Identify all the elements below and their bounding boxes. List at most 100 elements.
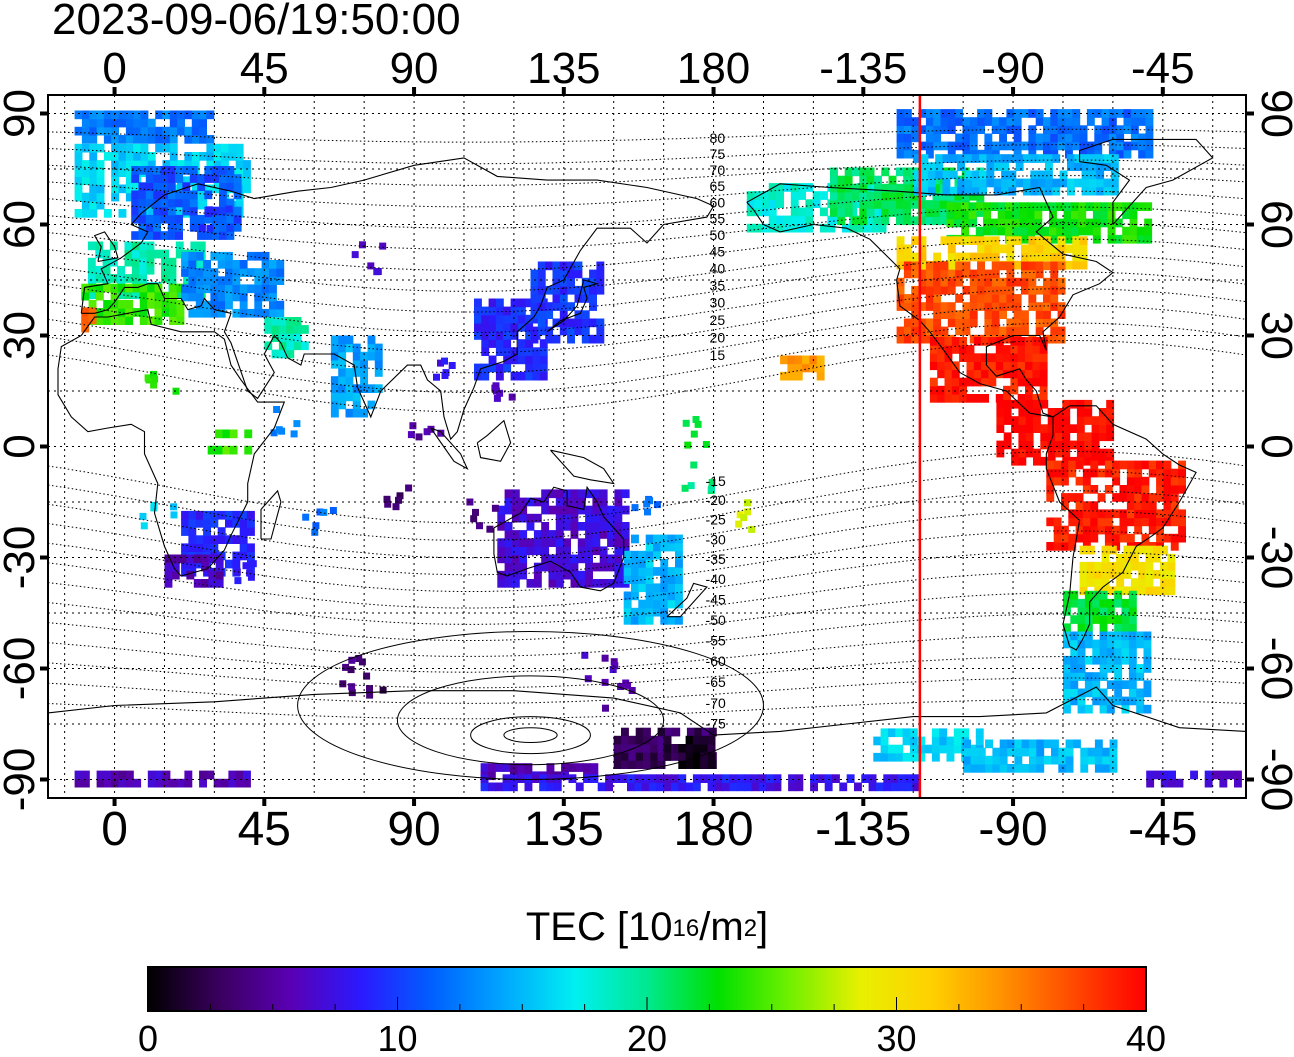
- tec-cell: [345, 408, 354, 418]
- tec-cell: [895, 200, 904, 209]
- tec-cell: [963, 755, 971, 765]
- tec-cell: [89, 135, 98, 144]
- tec-cell: [164, 554, 173, 564]
- tec-cell: [964, 170, 973, 180]
- lon-tick-label-top: 90: [390, 44, 439, 93]
- tec-cell: [918, 236, 927, 245]
- tec-cell: [933, 125, 942, 134]
- tec-cell: [627, 782, 635, 792]
- tec-cell: [162, 778, 171, 788]
- tec-cell: [1032, 394, 1041, 403]
- tec-cell: [269, 276, 277, 285]
- tec-cell: [984, 310, 993, 319]
- tec-cell: [235, 152, 244, 161]
- tec-cell: [1039, 337, 1048, 346]
- tec-cell: [631, 607, 639, 617]
- tec-cell: [1025, 424, 1034, 433]
- tec-cell: [1110, 170, 1119, 180]
- tec-cell: [1108, 117, 1117, 126]
- tec-cell: [111, 110, 120, 120]
- tec-cell: [1062, 424, 1071, 433]
- tec-cell: [1145, 586, 1154, 596]
- tec-cell: [1077, 623, 1086, 633]
- tec-cell: [984, 109, 993, 118]
- tec-cell: [1121, 696, 1130, 706]
- tec-cell: [1035, 310, 1044, 319]
- magnetic-pole-contour: [503, 727, 558, 743]
- lat-lon-grid: [48, 95, 1246, 798]
- tec-cell: [199, 135, 207, 144]
- tec-cell: [1008, 170, 1017, 180]
- tec-cell: [932, 191, 941, 201]
- tec-cell: [125, 135, 134, 144]
- tec-cell: [162, 770, 171, 780]
- tec-cell: [504, 489, 513, 499]
- tec-cell: [269, 308, 277, 318]
- tec-cell: [787, 371, 796, 381]
- tec-cell: [524, 782, 533, 792]
- tec-cell: [991, 326, 1000, 336]
- tec-region: [81, 307, 97, 333]
- tec-cell: [1098, 416, 1107, 425]
- tec-cell: [918, 252, 927, 262]
- tec-cell: [1101, 117, 1110, 126]
- tec-cell: [933, 261, 942, 271]
- tec-cell: [663, 782, 672, 792]
- tec-cell: [634, 782, 643, 792]
- tec-cell: [215, 562, 224, 572]
- tec-cell: [1050, 149, 1059, 159]
- tec-cell: [744, 774, 753, 783]
- tec-cell: [1063, 672, 1071, 681]
- tec-cell: [1057, 125, 1066, 134]
- tec-cell: [895, 183, 904, 193]
- tec-cell: [1028, 277, 1037, 287]
- tec-cell: [175, 241, 184, 251]
- tec-cell: [1096, 178, 1105, 188]
- tec-cell: [1099, 639, 1108, 649]
- tec-cell: [1028, 141, 1037, 151]
- tec-cell: [660, 567, 669, 576]
- tec-cell: [552, 294, 561, 303]
- tec-cell: [338, 343, 347, 353]
- tec-cell: [1025, 337, 1033, 346]
- tec-cell: [979, 186, 987, 196]
- tec-cell: [225, 251, 233, 261]
- tec-cell: [1234, 770, 1242, 780]
- tec-cell: [247, 551, 255, 561]
- tec-cell: [1068, 533, 1077, 543]
- magnetic-latitude-label: -15: [706, 473, 726, 489]
- tec-cell: [186, 554, 195, 564]
- tec-cell: [189, 214, 198, 224]
- tec-cell: [1226, 770, 1235, 780]
- tec-cell: [1086, 149, 1095, 159]
- tec-cell: [1010, 361, 1019, 371]
- tec-cell: [963, 747, 971, 757]
- tec-cell: [145, 223, 154, 232]
- tec-cell: [147, 209, 156, 218]
- lon-tick-label-bottom: 135: [524, 803, 604, 856]
- tec-cell: [1050, 261, 1059, 271]
- magnetic-latitude-label: 45: [710, 244, 726, 260]
- tec-cell: [1052, 186, 1061, 196]
- tec-cell: [1108, 570, 1117, 579]
- tec-cell: [1122, 210, 1131, 220]
- tec-cell: [991, 302, 1000, 311]
- tec-cell: [1050, 125, 1059, 134]
- tec-cell: [177, 209, 185, 218]
- tec-cell: [517, 763, 526, 772]
- tec-cell: [973, 353, 982, 362]
- tec-cell: [125, 770, 134, 780]
- tec-cell: [208, 570, 217, 580]
- tec-cell: [264, 317, 273, 326]
- tec-cell: [1025, 353, 1033, 362]
- tec-cell: [526, 538, 535, 547]
- tec-cell: [937, 345, 946, 354]
- tec-cell: [929, 394, 938, 403]
- tec-cell: [1018, 416, 1027, 425]
- tec-cell: [577, 522, 586, 531]
- tec-cell: [577, 570, 586, 580]
- tec-cell: [81, 307, 90, 317]
- tec-cell: [360, 384, 368, 393]
- tec-cell: [1082, 517, 1091, 527]
- tec-cell: [1122, 234, 1131, 244]
